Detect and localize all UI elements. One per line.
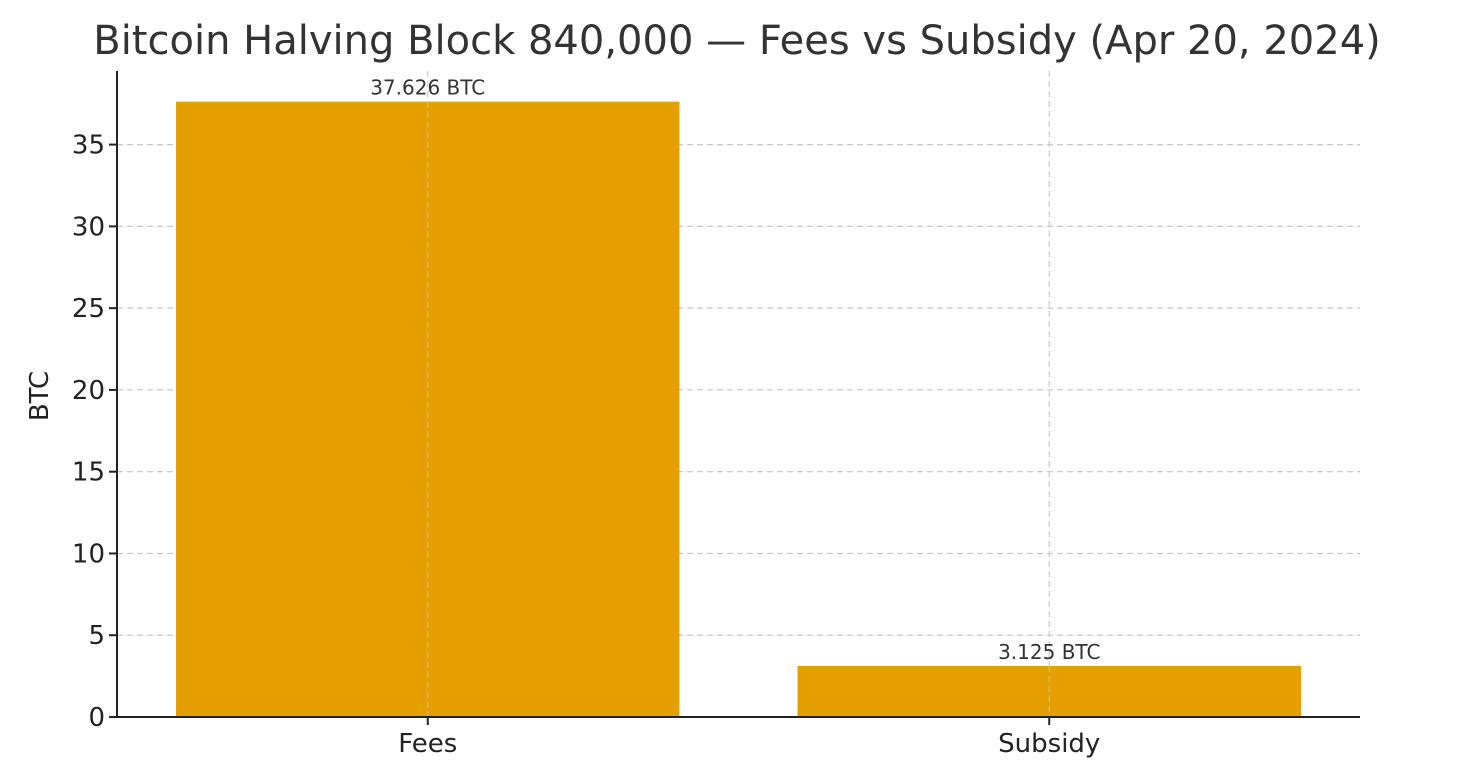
data-labels: 37.626 BTC 3.125 BTC [370, 76, 1100, 664]
gridlines [117, 71, 1360, 717]
axes: 0 5 10 15 20 25 30 35 Fees Subsidy [72, 71, 1360, 759]
x-tick-label-subsidy: Subsidy [998, 729, 1100, 759]
y-tick-label: 35 [72, 131, 105, 161]
y-tick-label: 25 [72, 294, 105, 324]
x-tick-label-fees: Fees [398, 729, 457, 759]
y-tick-label: 5 [88, 621, 105, 651]
y-tick-label: 30 [72, 212, 105, 242]
data-label-subsidy: 3.125 BTC [998, 640, 1100, 664]
y-tick-label: 20 [72, 376, 105, 406]
y-tick-label: 15 [72, 458, 105, 488]
y-tick-label: 0 [88, 703, 105, 733]
y-axis-label: BTC [25, 371, 55, 421]
data-label-fees: 37.626 BTC [370, 76, 485, 100]
bars [176, 101, 1301, 718]
chart-title: Bitcoin Halving Block 840,000 — Fees vs … [93, 18, 1381, 64]
y-tick-label: 10 [72, 539, 105, 569]
